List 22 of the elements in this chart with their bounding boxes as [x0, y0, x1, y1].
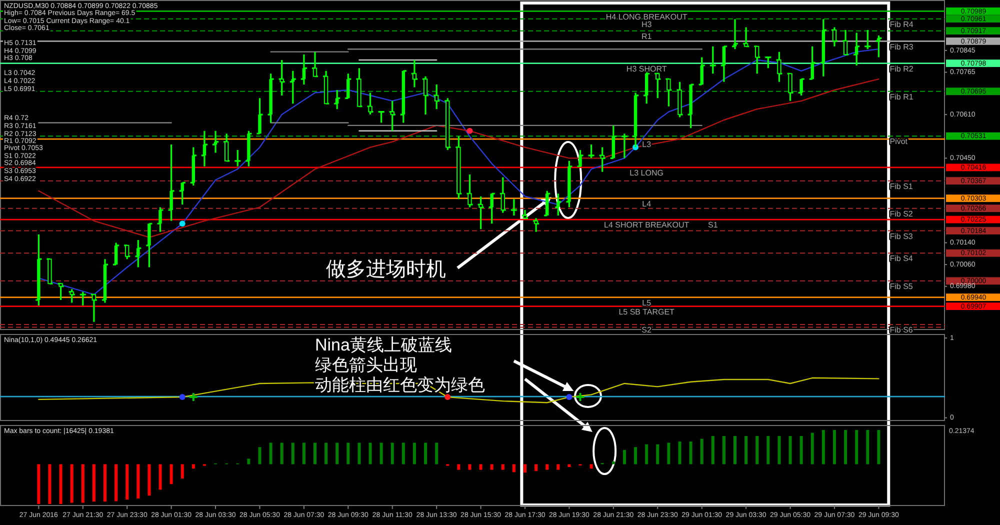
annotation: 做多进场时机 — [326, 258, 446, 280]
annotation: L3 LONG — [630, 168, 664, 178]
annotation: R1 — [641, 32, 652, 41]
annotation: Fib S3 — [890, 232, 914, 241]
annotation: H3 — [641, 20, 652, 29]
annotation: Fib S4 — [890, 254, 914, 264]
annotation: Fib S1 — [890, 182, 914, 191]
annotation: Fib R1 — [890, 92, 914, 102]
annotation: L4 SHORT BREAKOUT — [604, 220, 690, 230]
annotation: L5 SB TARGET — [618, 307, 675, 316]
annotation: Nina黄线上破蓝线 — [315, 335, 452, 354]
annotation: Fib R4 — [890, 20, 914, 29]
annotation: Fib R3 — [890, 42, 914, 52]
annotation: Pivot — [890, 137, 908, 146]
annotation: S1 — [708, 220, 718, 230]
annotation: Fib R2 — [890, 64, 914, 74]
annotation: 绿色箭头出现 — [315, 355, 417, 374]
annotation: Fib S5 — [890, 282, 914, 292]
annotation: L4 — [642, 199, 652, 208]
annotation: H3 SHORT — [626, 64, 667, 74]
annotation: Fib S2 — [890, 209, 914, 218]
annotation: L5 — [642, 298, 652, 308]
